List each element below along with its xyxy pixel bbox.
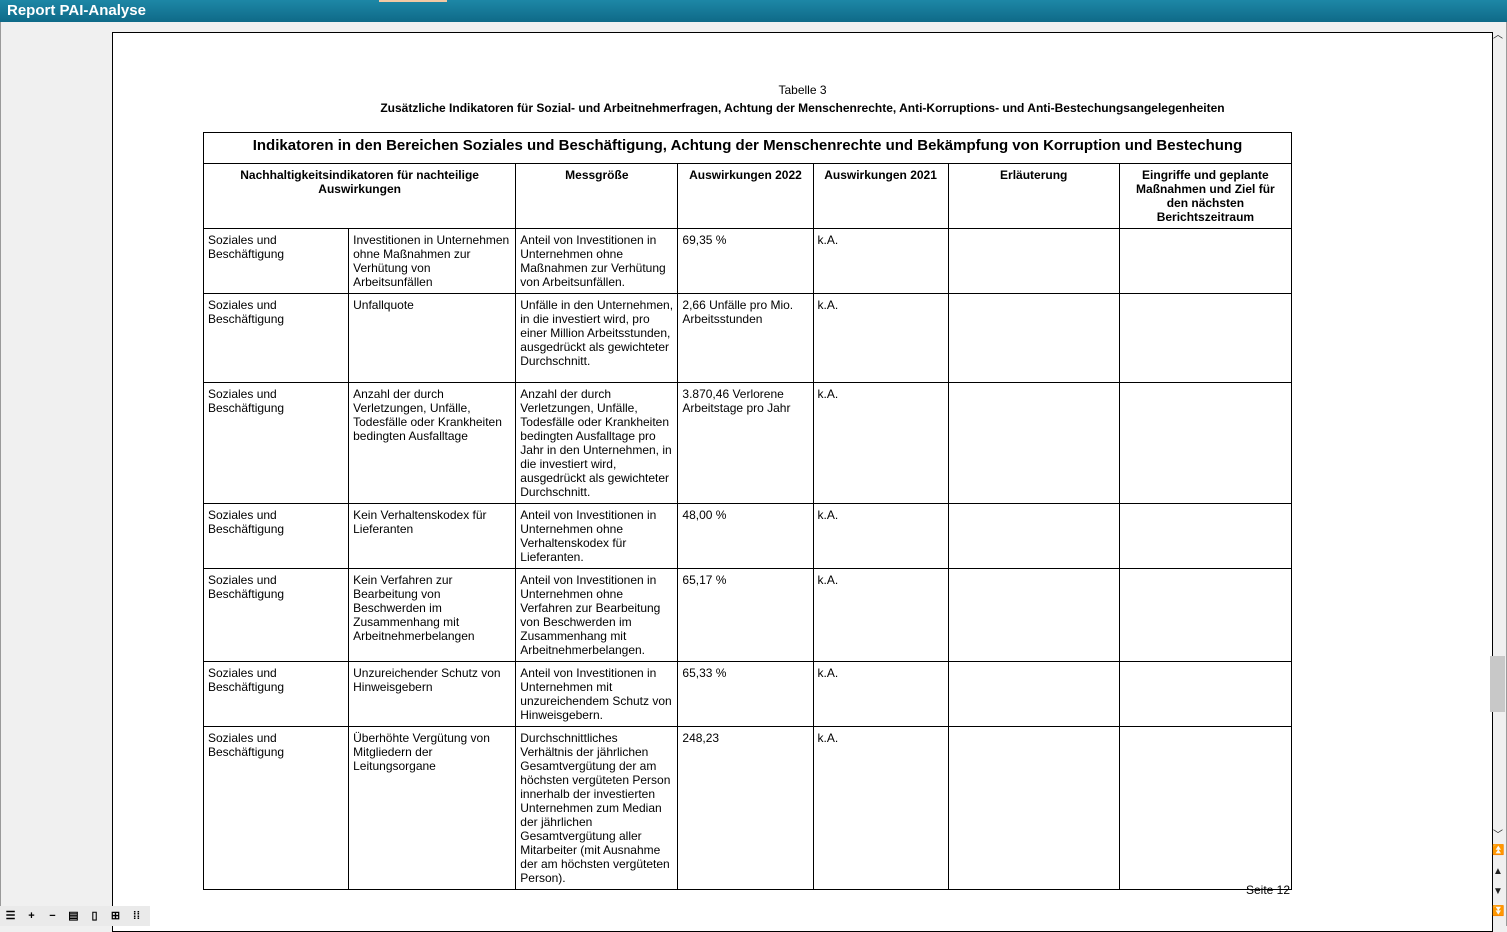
category-cell: Soziales und Beschäftigung xyxy=(202,661,350,727)
table-row: Soziales und Beschäftigung Unzureichender… xyxy=(202,661,1293,727)
scrollbar-thumb[interactable] xyxy=(1490,656,1505,712)
header-2021: Auswirkungen 2021 xyxy=(812,163,949,229)
table-row: Soziales und Beschäftigung Investitionen … xyxy=(202,228,1293,294)
category-cell: Soziales und Beschäftigung xyxy=(202,568,350,662)
single-page-icon[interactable]: ▤ xyxy=(68,910,79,922)
table-row: Soziales und Beschäftigung Anzahl der dur… xyxy=(202,382,1293,504)
explanation-cell xyxy=(947,382,1120,504)
indicator-cell: Kein Verhaltenskodex für Lieferanten xyxy=(348,503,517,569)
category-cell: Soziales und Beschäftigung xyxy=(202,726,350,890)
indicator-cell: Anzahl der durch Verletzungen, Unfälle, … xyxy=(348,382,517,504)
metric-cell: Anteil von Investitionen in Unternehmen … xyxy=(515,503,679,569)
last-page-icon[interactable]: ⏬ xyxy=(1492,906,1505,917)
impact-2021-cell: k.A. xyxy=(812,568,949,662)
view-toolbar: ☰ + − ▤ ▯ ⊞ ⁞⁞ xyxy=(0,906,150,926)
zoom-in-icon[interactable]: + xyxy=(28,910,35,922)
impact-2021-cell: k.A. xyxy=(812,661,949,727)
metric-cell: Unfälle in den Unternehmen, in die inves… xyxy=(515,293,679,383)
actions-cell xyxy=(1118,568,1293,662)
metric-cell: Durchschnittliches Verhältnis der jährli… xyxy=(515,726,679,890)
indicator-cell: Unfallquote xyxy=(348,293,517,383)
first-page-icon[interactable]: ⏫ xyxy=(1492,845,1505,856)
actions-cell xyxy=(1118,293,1293,383)
table-caption: Tabelle 3 xyxy=(778,83,827,97)
menu-icon[interactable]: ☰ xyxy=(5,910,16,922)
indicator-cell: Unzureichender Schutz von Hinweisgebern xyxy=(348,661,517,727)
impact-2021-cell: k.A. xyxy=(812,382,949,504)
indicator-cell: Investitionen in Unternehmen ohne Maßnah… xyxy=(348,228,517,294)
indicator-table: Indikatoren in den Bereichen Soziales un… xyxy=(202,132,1293,890)
explanation-cell xyxy=(947,293,1120,383)
actions-cell xyxy=(1118,661,1293,727)
actions-cell xyxy=(1118,726,1293,890)
header-metric: Messgröße xyxy=(515,163,679,229)
scroll-down-icon[interactable]: ﹀ xyxy=(1493,830,1503,841)
impact-2022-cell: 65,33 % xyxy=(677,661,814,727)
report-page: Tabelle 3 Zusätzliche Indikatoren für So… xyxy=(112,32,1493,932)
metric-cell: Anteil von Investitionen in Unternehmen … xyxy=(515,661,679,727)
scroll-up-icon[interactable]: ︿ xyxy=(1493,30,1503,41)
title-bar: Report PAI-Analyse xyxy=(0,0,1507,22)
four-pages-icon[interactable]: ⊞ xyxy=(110,910,121,922)
indicator-cell: Überhöhte Vergütung von Mitgliedern der … xyxy=(348,726,517,890)
impact-2022-cell: 65,17 % xyxy=(677,568,814,662)
explanation-cell xyxy=(947,661,1120,727)
previous-page-icon[interactable]: ▲ xyxy=(1493,866,1503,877)
table-row: Soziales und Beschäftigung Kein Verhalten… xyxy=(202,503,1293,569)
many-pages-icon[interactable]: ⁞⁞ xyxy=(132,910,141,922)
explanation-cell xyxy=(947,228,1120,294)
category-cell: Soziales und Beschäftigung xyxy=(202,293,350,383)
impact-2021-cell: k.A. xyxy=(812,228,949,294)
indicator-cell: Kein Verfahren zur Bearbeitung von Besch… xyxy=(348,568,517,662)
impact-2021-cell: k.A. xyxy=(812,503,949,569)
table-subtitle: Zusätzliche Indikatoren für Sozial- und … xyxy=(380,101,1225,115)
category-cell: Soziales und Beschäftigung xyxy=(202,228,350,294)
impact-2022-cell: 248,23 xyxy=(677,726,814,890)
explanation-cell xyxy=(947,726,1120,890)
page-number: Seite 12 xyxy=(1246,883,1291,897)
table-title: Indikatoren in den Bereichen Soziales un… xyxy=(203,132,1292,164)
category-cell: Soziales und Beschäftigung xyxy=(202,503,350,569)
zoom-out-icon[interactable]: − xyxy=(49,910,56,922)
impact-2022-cell: 2,66 Unfälle pro Mio. Arbeitsstunden xyxy=(677,293,814,383)
actions-cell xyxy=(1118,503,1293,569)
header-explanation: Erläuterung xyxy=(947,163,1120,229)
impact-2021-cell: k.A. xyxy=(812,726,949,890)
table-row: Soziales und Beschäftigung Kein Verfahren… xyxy=(202,568,1293,662)
table-row: Soziales und Beschäftigung Unfallquote Unf… xyxy=(202,293,1293,383)
impact-2022-cell: 3.870,46 Verlorene Arbeitstage pro Jahr xyxy=(677,382,814,504)
actions-cell xyxy=(1118,228,1293,294)
explanation-cell xyxy=(947,568,1120,662)
header-2022: Auswirkungen 2022 xyxy=(677,163,814,229)
metric-cell: Anteil von Investitionen in Unternehmen … xyxy=(515,228,679,294)
header-indicator: Nachhaltigkeitsindikatoren für nachteili… xyxy=(202,163,517,229)
header-actions: Eingriffe und geplante Maßnahmen und Zie… xyxy=(1118,163,1293,229)
metric-cell: Anzahl der durch Verletzungen, Unfälle, … xyxy=(515,382,679,504)
category-cell: Soziales und Beschäftigung xyxy=(202,382,350,504)
window-title: Report PAI-Analyse xyxy=(7,2,146,19)
page-icon[interactable]: ▯ xyxy=(91,910,98,922)
vertical-scrollbar[interactable] xyxy=(1490,22,1506,902)
metric-cell: Anteil von Investitionen in Unternehmen … xyxy=(515,568,679,662)
impact-2022-cell: 69,35 % xyxy=(677,228,814,294)
actions-cell xyxy=(1118,382,1293,504)
explanation-cell xyxy=(947,503,1120,569)
next-page-icon[interactable]: ▼ xyxy=(1493,886,1503,897)
impact-2022-cell: 48,00 % xyxy=(677,503,814,569)
tab-indicator xyxy=(379,0,447,2)
table-row: Soziales und Beschäftigung Überhöhte Verg… xyxy=(202,726,1293,890)
impact-2021-cell: k.A. xyxy=(812,293,949,383)
